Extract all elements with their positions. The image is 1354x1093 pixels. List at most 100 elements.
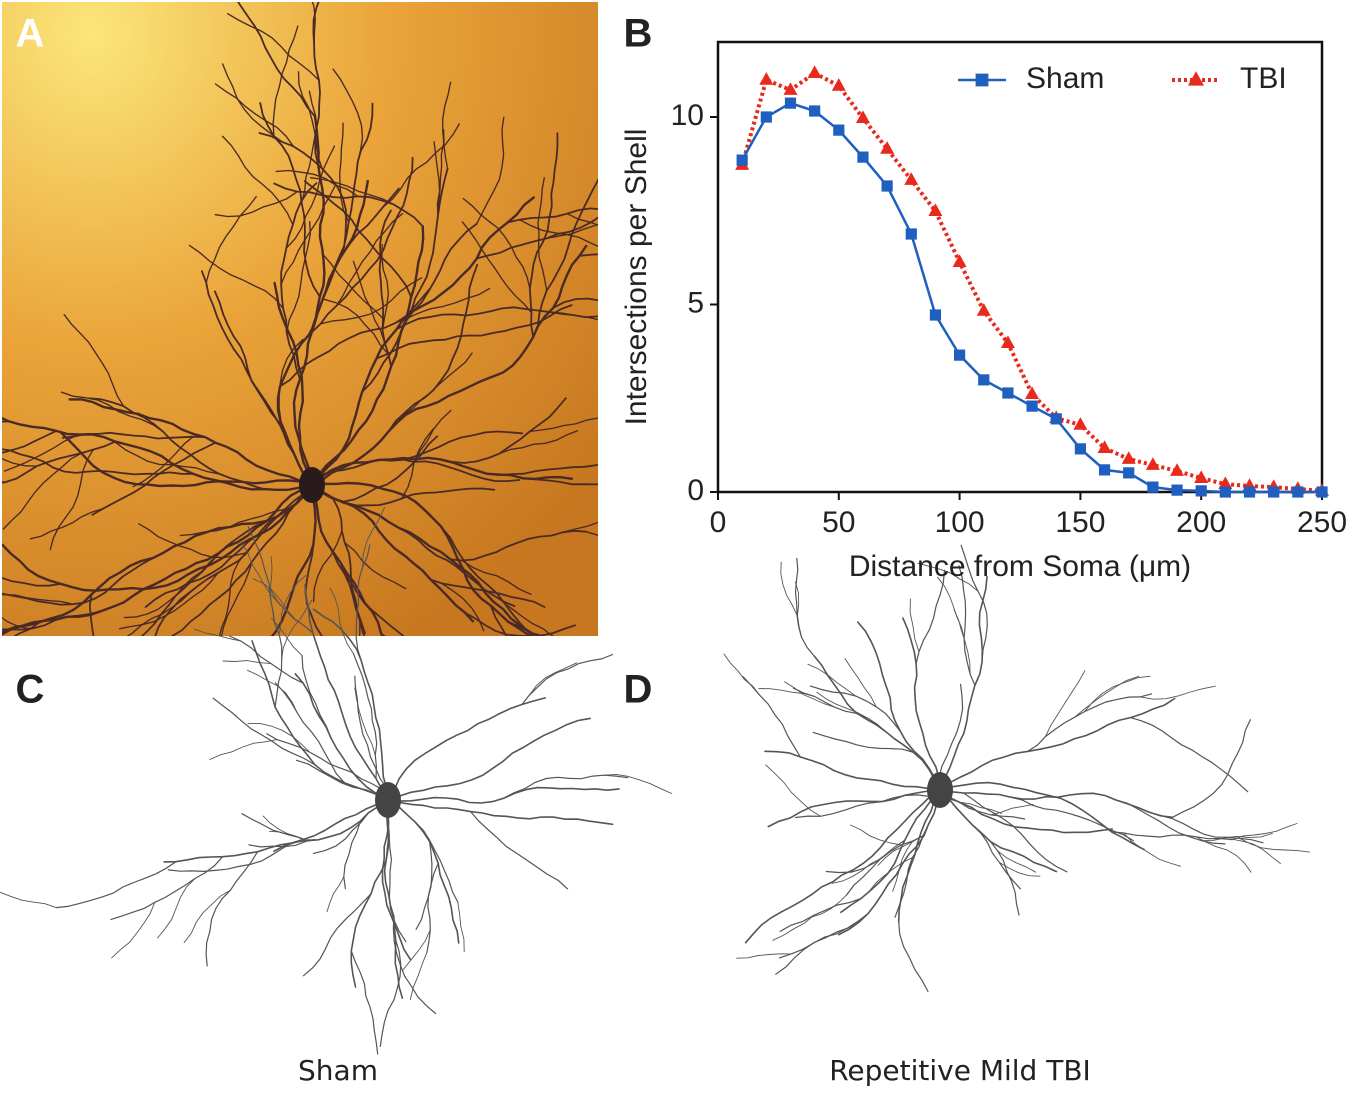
dendrite bbox=[784, 681, 836, 708]
dendrite bbox=[464, 611, 576, 636]
dendrite bbox=[2, 593, 74, 605]
dendrite bbox=[342, 435, 439, 503]
dendrite bbox=[426, 862, 439, 953]
dendrite bbox=[274, 682, 346, 784]
dendrite bbox=[312, 812, 370, 854]
dendrite bbox=[413, 409, 452, 464]
dendrite bbox=[387, 799, 460, 944]
dendrite bbox=[845, 834, 925, 896]
dendrite bbox=[285, 145, 336, 249]
dendrite bbox=[260, 641, 270, 796]
dendrite bbox=[812, 731, 914, 753]
dendrite bbox=[461, 559, 532, 596]
x-tick-label: 0 bbox=[710, 506, 727, 539]
panel-label: C bbox=[16, 668, 45, 712]
dendrite bbox=[1044, 670, 1086, 738]
dendrite bbox=[414, 821, 459, 903]
dendrite bbox=[1232, 823, 1298, 841]
dendrite bbox=[154, 734, 219, 789]
panel-label: A bbox=[16, 12, 45, 56]
marker bbox=[1171, 484, 1183, 496]
neuron-drawing-sham bbox=[0, 506, 673, 1055]
dendrite bbox=[329, 587, 354, 655]
series-line bbox=[740, 70, 1323, 493]
dendrite bbox=[990, 803, 1034, 816]
dendrite bbox=[792, 687, 886, 732]
dendrite bbox=[518, 219, 598, 248]
dendrite bbox=[382, 123, 460, 208]
marker bbox=[1002, 387, 1014, 399]
dendrite bbox=[960, 544, 988, 663]
dendrite bbox=[362, 506, 386, 568]
dendrite bbox=[2, 576, 62, 587]
dendrite bbox=[2, 483, 314, 592]
dendrite bbox=[205, 196, 257, 284]
dendrite bbox=[794, 557, 815, 657]
marker bbox=[1121, 451, 1136, 464]
marker bbox=[833, 124, 845, 136]
dendrite bbox=[241, 813, 308, 841]
marker bbox=[784, 97, 797, 109]
dendrite bbox=[322, 254, 384, 320]
dendrite bbox=[476, 216, 598, 260]
dendrite bbox=[537, 178, 598, 328]
dendrite bbox=[503, 774, 629, 799]
marker bbox=[976, 303, 991, 316]
dendrite bbox=[271, 617, 303, 657]
dendrite bbox=[310, 225, 425, 487]
dendrite bbox=[294, 673, 389, 801]
dendrite bbox=[280, 183, 337, 285]
dendrite bbox=[939, 789, 1113, 834]
dendrite bbox=[276, 179, 369, 487]
dendrite bbox=[300, 90, 317, 204]
dendrite bbox=[559, 651, 613, 705]
dendrite bbox=[310, 483, 475, 623]
dendrite bbox=[59, 430, 314, 488]
dendrite bbox=[394, 287, 491, 324]
dendrite bbox=[323, 298, 390, 356]
plot-frame bbox=[716, 40, 1324, 494]
marker bbox=[904, 172, 919, 185]
marker bbox=[1000, 335, 1015, 349]
dendrite bbox=[1139, 685, 1216, 700]
dendrite bbox=[378, 430, 524, 462]
dendrite bbox=[157, 877, 196, 939]
dendrite bbox=[228, 635, 304, 684]
dendrite bbox=[990, 841, 1020, 916]
dendrite bbox=[49, 448, 94, 551]
dendrite bbox=[775, 921, 860, 975]
marker bbox=[1098, 464, 1111, 476]
dendrite bbox=[429, 578, 546, 608]
marker bbox=[807, 65, 822, 79]
dendrite bbox=[140, 515, 278, 636]
dendrite bbox=[2, 483, 314, 634]
dendrite bbox=[2, 457, 38, 467]
dendrite bbox=[2, 416, 314, 491]
dendrite bbox=[506, 207, 598, 224]
dendrite bbox=[143, 732, 151, 847]
marker bbox=[929, 309, 942, 321]
dendrite bbox=[519, 624, 536, 636]
dendrite bbox=[772, 914, 815, 941]
micrograph-neuron bbox=[2, 2, 770, 847]
marker bbox=[928, 203, 943, 217]
marker bbox=[1026, 400, 1038, 412]
dendrite bbox=[209, 739, 278, 760]
dendrite bbox=[1084, 675, 1151, 713]
dendrite bbox=[352, 260, 386, 344]
soma bbox=[927, 772, 953, 808]
dendrite bbox=[88, 593, 95, 636]
dendrite bbox=[63, 313, 125, 407]
marker bbox=[880, 141, 895, 154]
dendrite bbox=[431, 669, 515, 724]
marker bbox=[1316, 486, 1328, 498]
dendrite bbox=[285, 221, 311, 334]
dendrite bbox=[549, 647, 621, 671]
dendrite bbox=[270, 483, 317, 636]
soma bbox=[375, 782, 401, 818]
dendrite bbox=[110, 856, 224, 920]
dendrite bbox=[939, 789, 1058, 873]
dendrite bbox=[29, 508, 104, 540]
dendrite bbox=[657, 315, 770, 321]
